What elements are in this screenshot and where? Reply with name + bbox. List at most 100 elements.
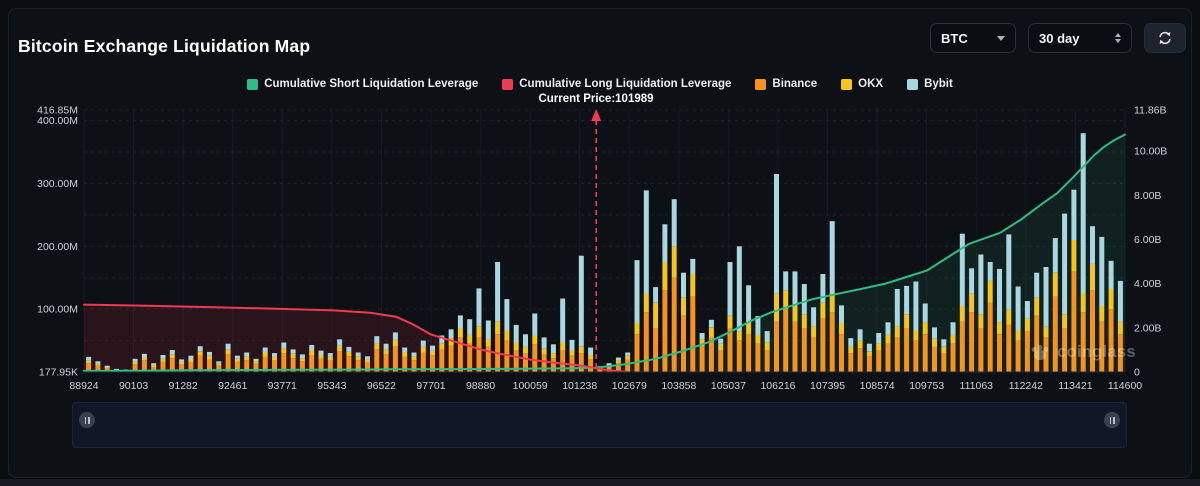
liquidation-bar: [95, 365, 101, 372]
x-axis-label: 114600: [1108, 380, 1142, 392]
liquidation-bar: [114, 368, 119, 370]
liquidation-bar: [625, 352, 631, 356]
x-axis-label: 96522: [367, 380, 396, 392]
liquidation-bar: [207, 359, 212, 372]
liquidation-bar: [681, 315, 686, 372]
liquidation-bar: [894, 326, 900, 338]
range-slider-track[interactable]: [72, 402, 1127, 448]
liquidation-bar: [922, 322, 928, 335]
liquidation-bar: [132, 358, 138, 362]
liquidation-bar: [634, 323, 640, 335]
liquidation-bar: [160, 355, 166, 359]
legend-item-cumulative-long-liquidation-leverage[interactable]: Cumulative Long Liquidation Leverage: [502, 78, 731, 90]
chart-legend: Cumulative Short Liquidation Leverage Cum…: [0, 78, 1200, 90]
y-axis-left-label: 200.00M: [37, 241, 78, 253]
legend-item-cumulative-short-liquidation-leverage[interactable]: Cumulative Short Liquidation Leverage: [247, 78, 478, 90]
liquidation-bar: [736, 246, 742, 332]
legend-item-label: Bybit: [924, 78, 953, 90]
symbol-select[interactable]: BTC: [930, 23, 1016, 53]
liquidation-bar: [978, 254, 984, 315]
liquidation-bar: [876, 343, 882, 350]
liquidation-bar: [1006, 309, 1012, 325]
liquidation-bar: [151, 363, 157, 366]
liquidation-bar: [513, 350, 519, 372]
liquidation-bar: [299, 358, 305, 362]
liquidation-bar: [365, 356, 370, 360]
liquidation-bar: [197, 355, 203, 372]
liquidation-bar: [141, 360, 147, 372]
liquidation-bar: [1071, 240, 1077, 272]
liquidation-bar: [653, 328, 659, 372]
x-axis-label: 102679: [612, 380, 647, 392]
liquidation-bar: [932, 338, 937, 347]
liquidation-bar: [309, 350, 315, 355]
liquidation-bar: [662, 290, 668, 372]
range-select-value: 30 day: [1039, 30, 1080, 46]
liquidation-bar: [1052, 296, 1058, 372]
liquidation-bar: [774, 321, 779, 372]
liquidation-bar: [541, 348, 547, 355]
legend-item-okx[interactable]: OKX: [841, 78, 883, 90]
liquidation-bar: [86, 363, 92, 372]
liquidation-bar: [1062, 213, 1068, 315]
liquidation-bar: [457, 337, 463, 372]
legend-item-bybit[interactable]: Bybit: [907, 78, 953, 90]
liquidation-bar: [281, 342, 287, 349]
liquidation-bar: [597, 368, 603, 372]
liquidation-bar: [513, 342, 519, 350]
y-axis-right-label: 0: [1134, 367, 1140, 379]
liquidation-bar: [86, 360, 92, 364]
range-slider-right-handle[interactable]: [1104, 412, 1120, 428]
liquidation-bar: [318, 358, 324, 372]
liquidation-bar: [829, 221, 835, 294]
liquidation-bar: [783, 271, 789, 291]
liquidation-bar: [476, 288, 482, 327]
liquidation-bar: [253, 358, 259, 362]
range-slider-left-handle[interactable]: [79, 412, 95, 428]
liquidation-bar: [169, 354, 175, 359]
y-axis-right-label: 8.00B: [1134, 190, 1161, 202]
liquidation-bar: [532, 313, 538, 336]
liquidation-bar: [987, 262, 993, 281]
liquidation-bar: [820, 274, 826, 303]
y-axis-right-label: 4.00B: [1134, 278, 1161, 290]
liquidation-bar: [1043, 326, 1049, 338]
liquidation-bar: [913, 281, 919, 331]
liquidation-bar: [253, 363, 259, 372]
refresh-button[interactable]: [1144, 23, 1186, 53]
liquidation-bar: [1062, 314, 1068, 328]
liquidation-bar: [653, 287, 659, 303]
liquidation-bar: [1117, 334, 1123, 372]
liquidation-bar: [671, 199, 677, 247]
liquidation-bar: [467, 319, 473, 335]
liquidation-bar: [216, 361, 222, 364]
range-select[interactable]: 30 day: [1028, 23, 1132, 53]
liquidation-bar: [866, 356, 872, 372]
liquidation-bar: [1062, 328, 1068, 372]
legend-swatch-icon: [755, 78, 767, 90]
y-axis-left-zero-label: 177.95K: [39, 367, 78, 379]
liquidation-bar: [560, 350, 566, 372]
liquidation-bar: [1090, 226, 1095, 264]
liquidation-bar: [523, 353, 528, 372]
liquidation-bar: [346, 351, 352, 357]
liquidation-bar: [885, 322, 891, 335]
liquidation-bar: [848, 353, 854, 372]
liquidation-bar: [374, 336, 380, 344]
liquidation-bar: [894, 337, 900, 372]
liquidation-bar: [569, 350, 575, 356]
liquidation-bar: [671, 277, 677, 372]
symbol-select-value: BTC: [941, 30, 968, 46]
liquidation-bar: [337, 351, 343, 372]
liquidation-bar: [876, 350, 882, 372]
liquidation-bar: [764, 342, 770, 350]
header-controls: BTC 30 day: [930, 23, 1186, 53]
liquidation-bar: [1071, 189, 1077, 240]
caret-down-icon: [997, 35, 1005, 41]
liquidation-bar: [615, 363, 621, 372]
legend-item-binance[interactable]: Binance: [755, 78, 817, 90]
liquidation-bar: [643, 293, 649, 313]
y-axis-left-label: 416.85M: [37, 105, 78, 117]
x-axis-label: 113421: [1058, 380, 1092, 392]
